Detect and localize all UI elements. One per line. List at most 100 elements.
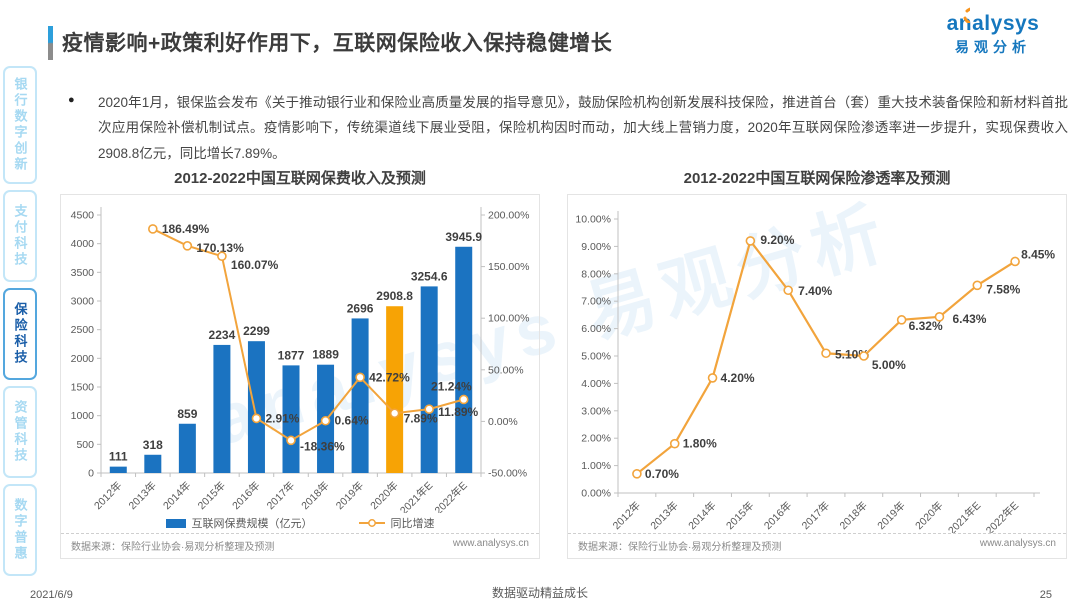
chart-left-legend: 互联网保费规模（亿元） 同比增速: [61, 513, 539, 533]
svg-text:100.00%: 100.00%: [488, 313, 529, 325]
chart-right-title: 2012-2022中国互联网保险渗透率及预测: [683, 170, 951, 187]
line-value-label: 11.89%: [438, 405, 478, 419]
bar-2019年: [351, 318, 369, 473]
svg-text:2018年: 2018年: [299, 479, 332, 512]
line-value-label: 7.89%: [404, 411, 438, 425]
bar-2020年: [386, 306, 404, 473]
line-value-label: 6.43%: [952, 312, 986, 326]
line-value-label: 42.72%: [369, 370, 410, 384]
bar-value-label: 318: [143, 438, 163, 452]
sidebar-item-label: 支付科技: [12, 204, 28, 268]
svg-text:50.00%: 50.00%: [488, 364, 524, 376]
chart-right-panel: 0.00% 1.00% 2.00% 3.00% 4.00% 5.00% 6.00% 7.00%…: [567, 194, 1067, 559]
svg-text:4.00%: 4.00%: [581, 378, 611, 390]
line-point-2016年: [783, 285, 793, 296]
bar-2015年: [213, 344, 231, 473]
line-value-label: 6.32%: [909, 319, 943, 333]
sidebar-item-asset-mgmt-tech[interactable]: 资管科技: [3, 386, 37, 478]
line-point-2015年: [745, 236, 756, 246]
line-value-label: 160.07%: [231, 258, 279, 272]
chart-left-title: 2012-2022中国互联网保费收入及预测: [174, 170, 426, 187]
svg-text:2012年: 2012年: [610, 499, 643, 532]
svg-text:2022年E: 2022年E: [983, 499, 1021, 533]
line-value-label: 9.20%: [760, 233, 794, 247]
line-value-label: 4.20%: [721, 371, 755, 385]
analysys-logo: analysys 易观分析: [928, 7, 1058, 57]
sidebar-item-payment-tech[interactable]: 支付科技: [3, 190, 37, 282]
line-value-label: 0.64%: [335, 414, 369, 428]
sidebar-item-label: 资管科技: [12, 400, 28, 464]
svg-text:10.00%: 10.00%: [575, 214, 611, 226]
svg-text:5.00%: 5.00%: [581, 351, 611, 363]
line-value-label: 5.00%: [872, 358, 906, 372]
chart-penetration-rate: 2012-2022中国互联网保险渗透率及预测 0.00% 1.00% 2.00% 3.…: [567, 168, 1067, 559]
bar-value-label: 859: [177, 407, 197, 421]
line-point-2019年: [355, 372, 365, 383]
line-value-label: 186.49%: [162, 222, 210, 236]
svg-text:2.00%: 2.00%: [581, 433, 611, 445]
svg-text:2016年: 2016年: [761, 499, 794, 532]
svg-text:1000: 1000: [71, 410, 95, 422]
svg-text:0: 0: [88, 468, 94, 480]
legend-bar-swatch: [165, 518, 186, 528]
svg-text:4500: 4500: [71, 210, 95, 222]
bullet-text: 2020年1月，银保监会发布《关于推动银行业和保险业高质量发展的指导意见》，鼓励…: [98, 95, 1068, 161]
line-value-label: -18.36%: [300, 439, 345, 453]
legend-item-growth: 同比增速: [358, 515, 435, 531]
svg-text:3.00%: 3.00%: [581, 405, 611, 417]
line-point-2021年E: [424, 404, 434, 414]
svg-text:1.00%: 1.00%: [581, 460, 611, 472]
svg-text:2020年: 2020年: [368, 479, 401, 512]
line-point-2012年: [632, 469, 642, 479]
line-point-2018年: [859, 351, 869, 361]
svg-text:2016年: 2016年: [229, 479, 262, 512]
bar-value-label: 1889: [312, 348, 339, 362]
svg-text:6.00%: 6.00%: [581, 323, 611, 335]
sidebar-item-label: 数字普惠: [12, 498, 28, 562]
svg-text:150.00%: 150.00%: [488, 261, 529, 273]
chart-premium-income: 2012-2022中国互联网保费收入及预测 0 500 1000 1500 2000 25…: [60, 168, 540, 559]
charts-area: 2012-2022中国互联网保费收入及预测 0 500 1000 1500 2000 25…: [60, 168, 1067, 559]
svg-text:2013年: 2013年: [126, 479, 159, 512]
bar-value-label: 2908.8: [376, 289, 413, 303]
svg-text:0.00%: 0.00%: [581, 488, 611, 500]
sidebar-item-digital-inclusion[interactable]: 数字普惠: [3, 484, 37, 576]
line-point-2022年E: [458, 394, 469, 405]
line-point-2014年: [182, 241, 193, 251]
bar-2016年: [247, 341, 265, 473]
svg-text:2017年: 2017年: [799, 499, 832, 532]
chart-left-panel: 0 500 1000 1500 2000 2500 3000 3500 4000 4500 -50.…: [60, 194, 540, 559]
bar-value-label: 111: [109, 450, 128, 464]
svg-text:2020年: 2020年: [912, 499, 945, 532]
legend-item-premium: 互联网保费规模（亿元）: [165, 515, 313, 531]
bar-2017年: [282, 365, 300, 473]
legend-line-swatch: [358, 519, 385, 527]
svg-text:2022年E: 2022年E: [432, 479, 470, 513]
line-point-2019年: [896, 315, 907, 325]
footer: 2021/6/9 数据驱动精益成长 25: [0, 582, 1080, 608]
line-value-label: 2.91%: [265, 411, 299, 425]
sidebar-item-insurance-tech[interactable]: 保险科技: [3, 288, 37, 380]
svg-text:2000: 2000: [71, 353, 95, 365]
source-text: 数据来源：保险行业协会·易观分析整理及预测: [578, 542, 782, 553]
logo-wordmark: analysys: [947, 7, 1040, 36]
line-value-label: 21.24%: [431, 379, 472, 393]
line-point-2020年: [389, 408, 400, 419]
svg-text:2021年E: 2021年E: [945, 499, 983, 533]
svg-text:2019年: 2019年: [333, 479, 366, 512]
svg-text:2019年: 2019年: [875, 499, 908, 532]
line-point-2022年E: [1010, 256, 1020, 267]
sidebar: 银行数字创新支付科技保险科技资管科技数字普惠: [3, 66, 41, 576]
source-url: www.analysys.cn: [452, 538, 529, 549]
bar-value-label: 2299: [243, 324, 270, 338]
line-point-2017年: [286, 435, 296, 446]
line-point-2015年: [217, 251, 227, 262]
sidebar-item-banking-digital-innovation[interactable]: 银行数字创新: [3, 66, 37, 184]
svg-text:500: 500: [76, 439, 94, 451]
bar-2012年: [109, 466, 127, 473]
chart-left-source-row: 数据来源：保险行业协会·易观分析整理及预测 www.analysys.cn: [61, 533, 539, 558]
bar-2013年: [144, 454, 162, 473]
svg-text:2018年: 2018年: [837, 499, 870, 532]
line-value-label: 7.40%: [798, 284, 832, 298]
